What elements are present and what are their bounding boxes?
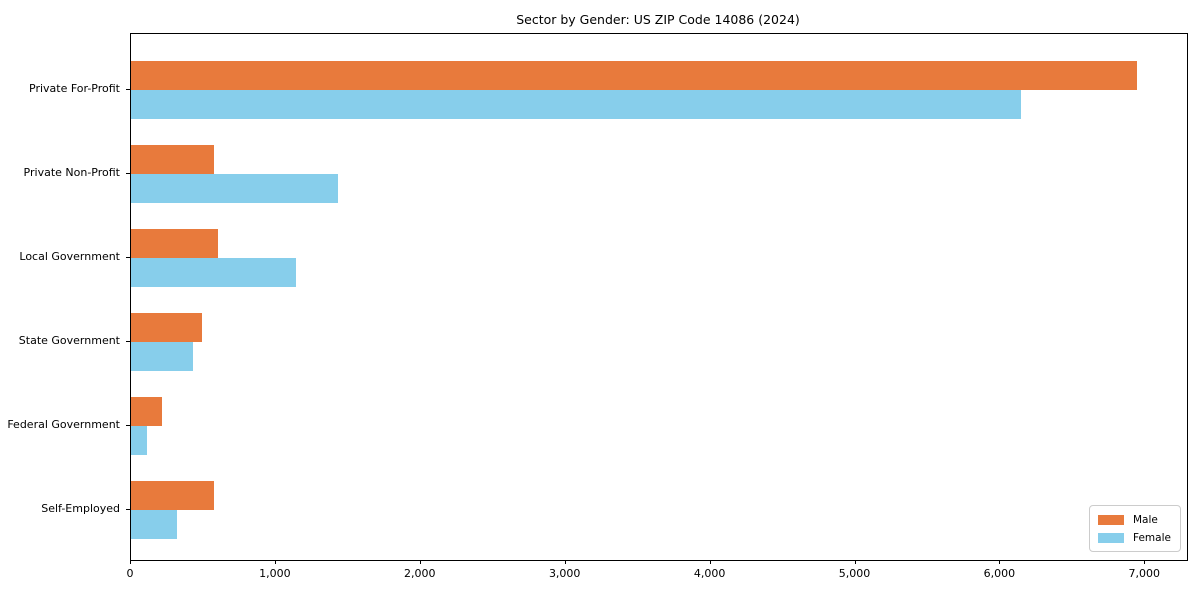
y-tick-label: Local Government: [19, 250, 120, 263]
bar-female-4: [131, 426, 147, 455]
bar-female-5: [131, 510, 177, 539]
y-tick-mark: [126, 425, 130, 426]
y-tick-mark: [126, 257, 130, 258]
x-tick-label: 4,000: [693, 567, 726, 580]
x-tick-label: 2,000: [404, 567, 436, 580]
x-tick-mark: [419, 560, 421, 564]
y-tick-label: Federal Government: [7, 418, 120, 431]
x-tick-label: 5,000: [838, 567, 871, 580]
y-tick-label: Self-Employed: [41, 502, 120, 515]
legend-entry-male: Male: [1090, 511, 1180, 529]
male-swatch: [1098, 515, 1124, 525]
y-tick-label: State Government: [18, 334, 120, 347]
bar-male-2: [131, 229, 218, 258]
chart-title: Sector by Gender: US ZIP Code 14086 (202…: [516, 12, 800, 27]
x-tick-mark: [854, 560, 856, 564]
legend-label: Female: [1133, 532, 1171, 544]
legend-label: Male: [1133, 514, 1158, 526]
legend: Male Female: [1089, 505, 1181, 552]
bar-female-0: [131, 90, 1021, 119]
x-tick-label: 1,000: [259, 567, 291, 580]
y-tick-mark: [126, 341, 130, 342]
x-tick-label: 0: [126, 567, 134, 580]
legend-entry-female: Female: [1090, 529, 1180, 547]
x-tick-label: 7,000: [1128, 567, 1161, 580]
x-tick-label: 3,000: [548, 567, 581, 580]
y-tick-mark: [126, 173, 130, 174]
plot-area: [130, 33, 1188, 561]
bar-female-2: [131, 258, 297, 287]
x-tick-mark: [274, 560, 276, 564]
y-tick-mark: [126, 89, 130, 90]
bar-female-3: [131, 342, 194, 371]
y-tick-label: Private Non-Profit: [23, 166, 120, 179]
x-tick-label: 6,000: [983, 567, 1016, 580]
bar-male-1: [131, 145, 214, 174]
bar-male-3: [131, 313, 202, 342]
y-tick-mark: [126, 509, 130, 510]
female-swatch: [1098, 533, 1124, 543]
bar-male-0: [131, 61, 1137, 90]
x-tick-mark: [564, 560, 566, 564]
x-tick-mark: [130, 560, 131, 564]
bar-male-5: [131, 481, 215, 510]
x-tick-mark: [999, 560, 1001, 564]
x-tick-mark: [709, 560, 711, 564]
bar-female-1: [131, 174, 339, 203]
y-tick-label: Private For-Profit: [29, 82, 120, 95]
x-tick-mark: [1144, 560, 1146, 564]
bar-male-4: [131, 397, 163, 426]
